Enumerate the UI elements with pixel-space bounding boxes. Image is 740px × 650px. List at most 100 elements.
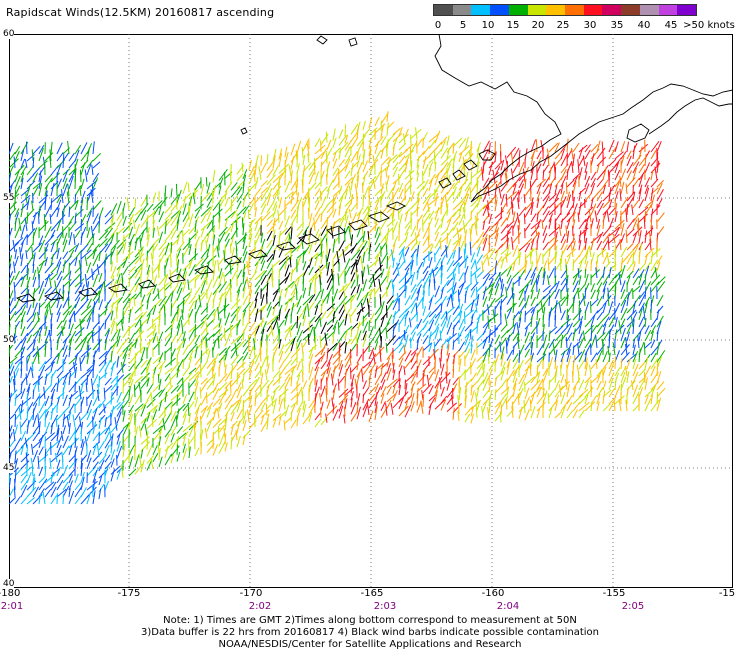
wind-barb [524,178,527,190]
wind-barb [182,338,186,348]
wind-barb [182,436,186,446]
wind-barb [344,398,348,410]
wind-barb [578,167,583,181]
wind-barb [446,158,453,167]
wind-barb [92,484,94,498]
wind-barb [656,183,663,195]
wind-barb [644,394,649,405]
wind-barb [217,307,220,321]
wind-barb [302,414,311,425]
wind-barb [55,417,58,428]
wind-barb [626,253,634,265]
wind-barb [9,142,14,155]
wind-barb [434,303,442,312]
wind-barb [650,365,656,377]
wind-barb [577,370,580,384]
wind-barb [254,163,257,175]
wind-barb [20,381,23,393]
wind-barb [122,377,132,388]
wind-barb [152,200,163,211]
wind-barb [283,397,286,410]
wind-barb [176,287,183,301]
wind-barb [20,172,25,183]
wind-barb [38,280,45,295]
wind-barb [535,226,538,237]
wind-barb [596,218,601,230]
wind-barb [144,424,148,436]
wind-barb [26,228,36,239]
wind-barb [158,211,165,223]
wind-barb [584,287,587,300]
wind-barb [266,301,272,311]
wind-barb [518,230,520,245]
wind-barb [596,178,604,188]
wind-barb [356,239,366,252]
wind-barb [194,209,201,219]
wind-barb [338,159,346,167]
wind-barb [158,436,162,447]
wind-barb [368,195,371,206]
wind-barb [512,184,517,194]
wind-barb [638,308,643,321]
wind-barb [510,197,514,208]
wind-barb [302,400,306,411]
wind-barb [12,239,16,253]
wind-barb [44,152,54,162]
wind-barb [122,410,126,422]
wind-barb [464,243,467,255]
wind-barb [236,173,244,182]
wind-barb [512,332,519,342]
wind-barb [602,380,607,391]
wind-barb [578,389,589,398]
wind-barb [32,302,38,316]
wind-barb [236,355,244,364]
wind-barb [440,372,451,383]
wind-barb [126,197,130,211]
wind-barb [26,313,35,323]
wind-barb [542,233,548,244]
wind-barb [188,288,193,298]
wind-barb [392,166,399,178]
wind-barb [474,271,478,285]
wind-barb [410,383,414,398]
wind-barb [584,144,592,153]
wind-barb [374,392,378,406]
wind-barb [50,495,58,505]
wind-barb [254,215,263,225]
wind-barb [368,287,376,297]
wind-barb [32,157,35,169]
wind-barb [128,309,132,323]
wind-barb [368,375,371,388]
wind-barb [242,329,245,341]
wind-barb [134,263,144,272]
wind-barb [224,259,233,270]
wind-barb [578,410,585,419]
wind-barb [164,391,168,403]
wind-barb [464,333,470,346]
wind-barb [290,347,301,359]
wind-barb [122,298,131,311]
wind-barb [594,210,598,223]
wind-barb [284,338,294,347]
wind-barb [602,184,606,195]
wind-barb [50,141,53,155]
wind-barb [518,378,526,392]
wind-barb [284,298,290,312]
wind-barb [140,347,146,361]
wind-barb [488,344,491,358]
wind-barb [553,161,556,174]
wind-barb [602,316,610,328]
wind-barb [518,406,523,420]
wind-barb [643,371,646,384]
wind-barb [158,378,162,391]
wind-barb [170,445,180,457]
wind-barb [44,205,52,218]
wind-barb [344,189,348,200]
wind-barb [548,218,552,230]
wind-barb [386,280,392,290]
wind-barb [48,302,52,316]
wind-barb [218,325,222,335]
wind-barb [188,224,197,235]
wind-barb [254,308,259,323]
wind-barb [416,288,421,301]
